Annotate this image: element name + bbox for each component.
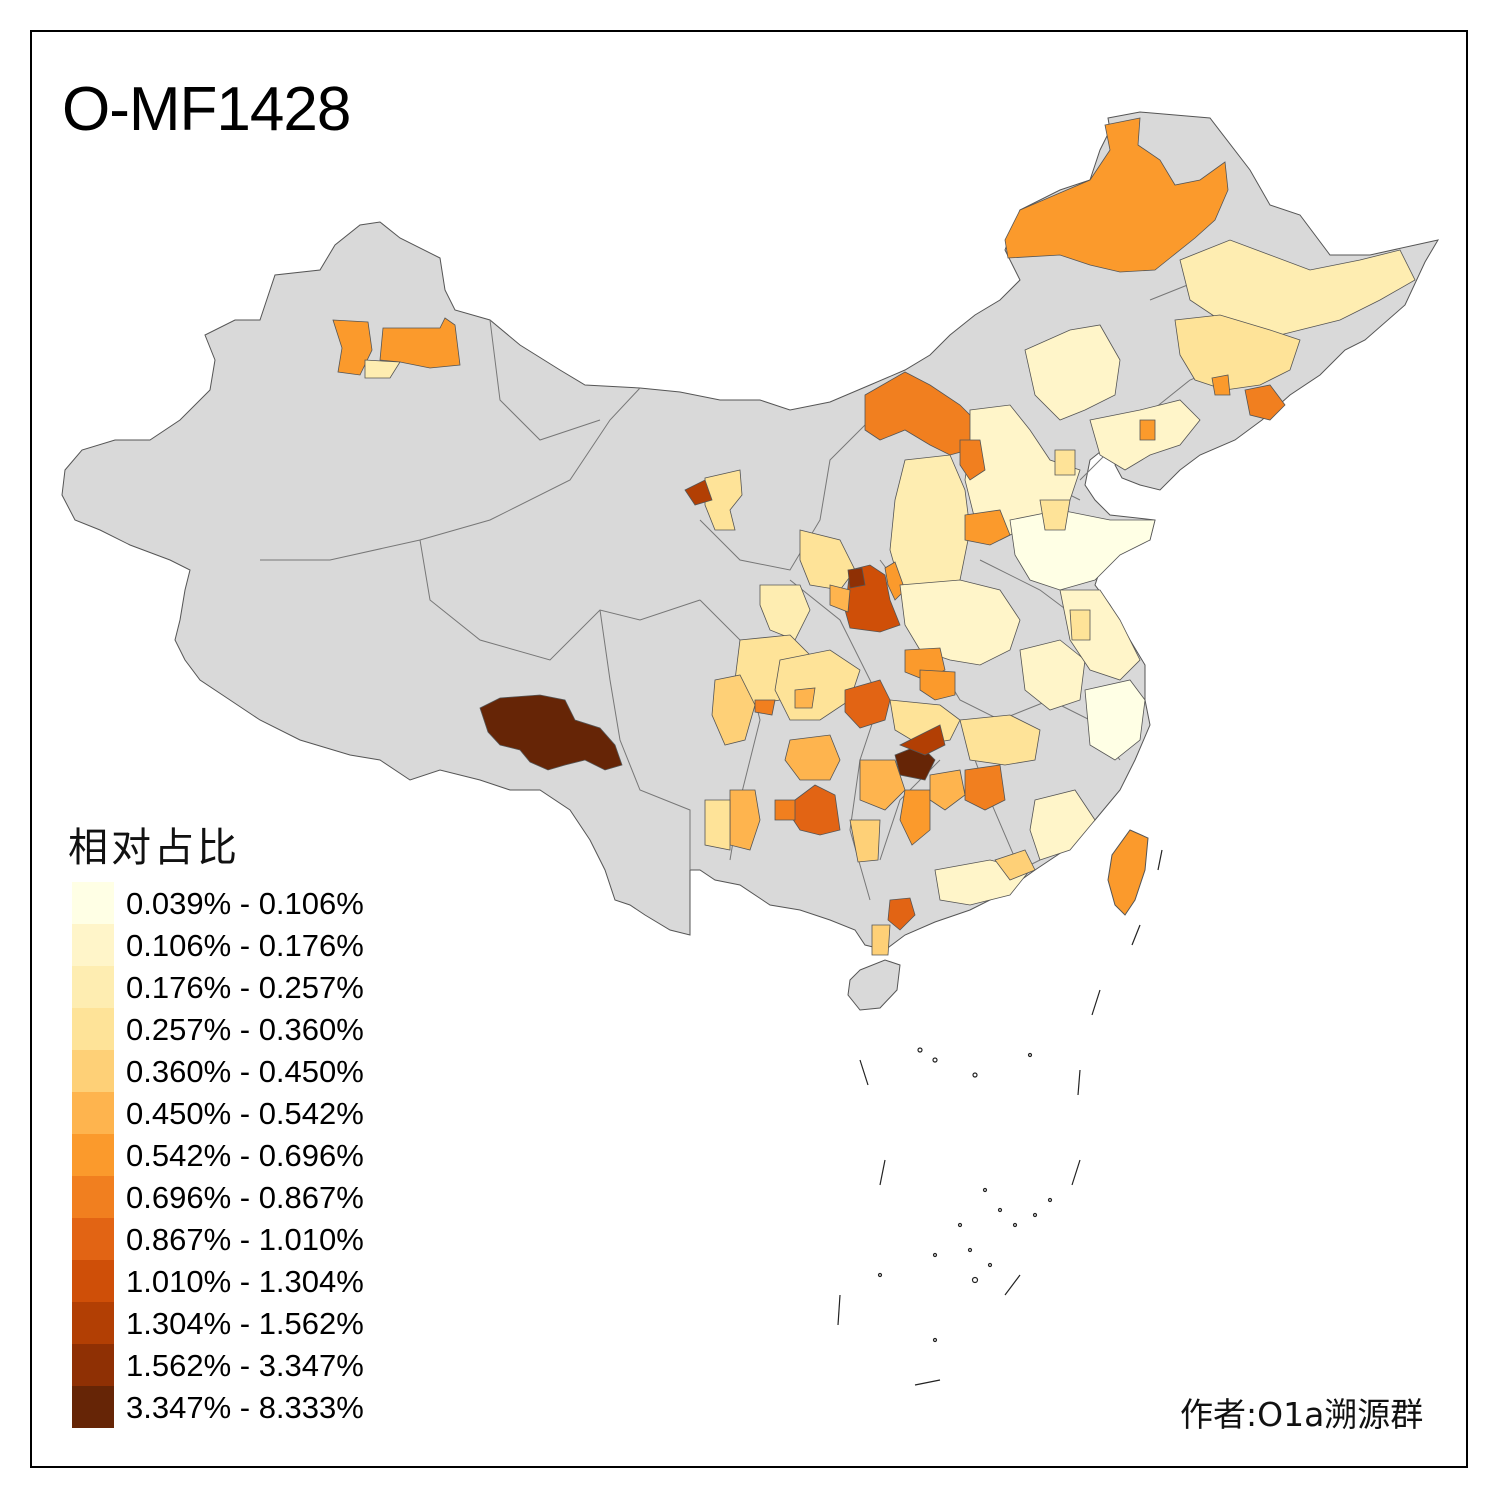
region-guizhou-orange bbox=[774, 799, 796, 821]
legend-item: 0.039% - 0.106% bbox=[72, 882, 412, 924]
region-xinjiang-small bbox=[364, 359, 401, 379]
legend-item: 3.347% - 8.333% bbox=[72, 1386, 412, 1428]
region-hebei-small bbox=[1054, 449, 1076, 476]
legend-label: 1.562% - 3.347% bbox=[126, 1348, 364, 1383]
region-yunnan-west bbox=[704, 799, 731, 851]
region-hubei-orange2 bbox=[919, 669, 956, 701]
legend-item: 0.867% - 1.010% bbox=[72, 1218, 412, 1260]
legend-item: 0.542% - 0.696% bbox=[72, 1134, 412, 1176]
map-frame bbox=[30, 30, 1468, 1468]
legend-swatch bbox=[72, 1302, 114, 1344]
legend-label: 0.360% - 0.450% bbox=[126, 1054, 364, 1089]
region-inner-mongolia-west bbox=[864, 371, 976, 456]
region-fujian bbox=[1029, 789, 1096, 861]
legend-swatch bbox=[72, 1344, 114, 1386]
region-guangdong-orange bbox=[994, 849, 1036, 881]
legend-swatch bbox=[72, 1092, 114, 1134]
region-zhejiang bbox=[1084, 679, 1146, 761]
region-shandong bbox=[1009, 509, 1156, 591]
region-sichuan-orange bbox=[794, 687, 816, 709]
legend-swatch bbox=[72, 924, 114, 966]
region-jilin-small bbox=[1211, 374, 1231, 396]
region-shandong-yellow bbox=[1039, 499, 1071, 531]
legend-label: 0.257% - 0.360% bbox=[126, 1012, 364, 1047]
legend-label: 0.106% - 0.176% bbox=[126, 928, 364, 963]
legend-swatch bbox=[72, 1218, 114, 1260]
legend-label: 0.696% - 0.867% bbox=[126, 1180, 364, 1215]
legend-label: 0.039% - 0.106% bbox=[126, 886, 364, 921]
region-jiangxi bbox=[959, 714, 1041, 766]
region-tibet-south bbox=[479, 694, 623, 771]
legend-item: 0.257% - 0.360% bbox=[72, 1008, 412, 1050]
legend: 0.039% - 0.106% 0.106% - 0.176% 0.176% - 0… bbox=[72, 882, 412, 1428]
legend-item: 0.696% - 0.867% bbox=[72, 1176, 412, 1218]
region-guangxi-red bbox=[887, 897, 916, 931]
map-title: O-MF1428 bbox=[62, 75, 351, 144]
region-gansu-red bbox=[684, 479, 713, 506]
legend-item: 1.010% - 1.304% bbox=[72, 1260, 412, 1302]
region-inner-mongolia-hulunbuir bbox=[1004, 117, 1229, 273]
region-shaanxi-dark bbox=[847, 567, 866, 589]
region-ningxia bbox=[704, 469, 743, 531]
region-guizhou bbox=[784, 734, 841, 781]
region-jiangsu-yellow bbox=[1069, 609, 1091, 641]
legend-item: 0.176% - 0.257% bbox=[72, 966, 412, 1008]
region-shanxi bbox=[889, 454, 971, 591]
legend-item: 0.106% - 0.176% bbox=[72, 924, 412, 966]
region-shanxi-orange bbox=[964, 509, 1011, 546]
legend-label: 0.176% - 0.257% bbox=[126, 970, 364, 1005]
region-yanbian bbox=[1244, 384, 1286, 421]
legend-swatch bbox=[72, 1260, 114, 1302]
legend-label: 1.304% - 1.562% bbox=[126, 1306, 364, 1341]
legend-title: 相对占比 bbox=[68, 825, 240, 871]
legend-item: 0.360% - 0.450% bbox=[72, 1050, 412, 1092]
region-shaanxi-mid bbox=[829, 584, 851, 613]
legend-label: 3.347% - 8.333% bbox=[126, 1390, 364, 1425]
region-chongqing bbox=[844, 679, 891, 729]
legend-item: 0.450% - 0.542% bbox=[72, 1092, 412, 1134]
legend-swatch bbox=[72, 966, 114, 1008]
region-hunan-orange bbox=[899, 789, 931, 846]
legend-label: 1.010% - 1.304% bbox=[126, 1264, 364, 1299]
region-jilin bbox=[1174, 314, 1301, 391]
region-anhui bbox=[1019, 639, 1086, 711]
region-beijing-area bbox=[959, 439, 986, 481]
legend-label: 0.867% - 1.010% bbox=[126, 1222, 364, 1257]
legend-item: 1.562% - 3.347% bbox=[72, 1344, 412, 1386]
region-liaoning-small bbox=[1139, 419, 1156, 441]
legend-swatch bbox=[72, 1050, 114, 1092]
region-guangxi-yellow bbox=[871, 924, 891, 956]
region-hunan-south bbox=[929, 769, 966, 811]
region-hunan-red bbox=[899, 724, 946, 756]
legend-swatch bbox=[72, 1134, 114, 1176]
region-shaanxi-orange2 bbox=[884, 561, 906, 601]
region-inner-mongolia-chifeng bbox=[1024, 324, 1121, 421]
region-hunan bbox=[859, 759, 906, 811]
region-sichuan-red bbox=[754, 699, 776, 716]
legend-swatch bbox=[72, 1176, 114, 1218]
legend-swatch bbox=[72, 882, 114, 924]
region-henan bbox=[899, 579, 1021, 666]
author-credit: 作者:O1a溯源群 bbox=[1180, 1395, 1424, 1434]
region-xinjiang-tacheng bbox=[332, 319, 373, 376]
data-regions bbox=[332, 117, 1416, 956]
legend-swatch bbox=[72, 1008, 114, 1050]
legend-label: 0.542% - 0.696% bbox=[126, 1138, 364, 1173]
hainan-region bbox=[847, 959, 901, 1011]
legend-swatch bbox=[72, 1386, 114, 1428]
south-china-sea-islands bbox=[837, 849, 1163, 1386]
region-xinjiang-altay bbox=[379, 317, 461, 369]
taiwan-region bbox=[1107, 829, 1149, 916]
region-jiangxi-orange bbox=[964, 764, 1006, 811]
legend-label: 0.450% - 0.542% bbox=[126, 1096, 364, 1131]
region-sichuan-west bbox=[711, 674, 756, 746]
legend-item: 1.304% - 1.562% bbox=[72, 1302, 412, 1344]
region-guizhou-east bbox=[849, 819, 881, 863]
